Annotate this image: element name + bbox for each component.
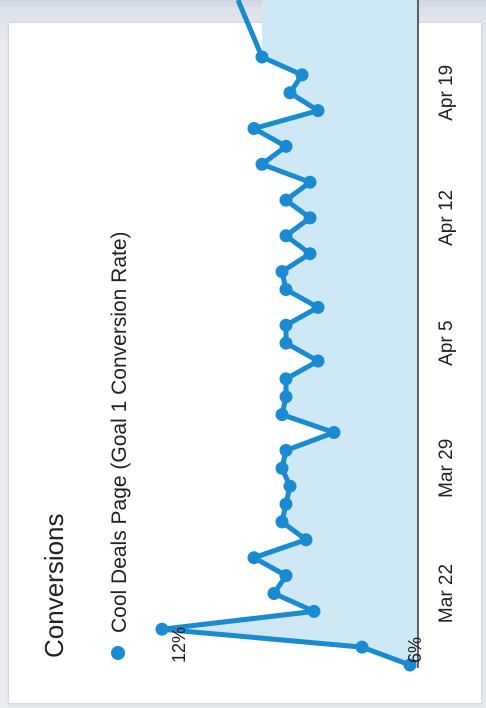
y-tick-label: 12% — [169, 627, 189, 663]
data-point — [295, 68, 309, 82]
data-point — [311, 300, 325, 314]
y-tick-label: 6% — [405, 637, 425, 663]
x-tick-label: Mar 29 — [436, 439, 457, 498]
data-point — [275, 265, 289, 279]
data-point — [247, 122, 261, 135]
data-point — [355, 640, 369, 654]
data-point — [279, 443, 293, 457]
data-point — [279, 497, 293, 511]
data-point — [299, 533, 313, 547]
data-point — [279, 229, 293, 243]
data-point — [267, 587, 281, 600]
data-point — [255, 50, 269, 64]
x-tick-label: Apr 12 — [436, 190, 457, 246]
data-point — [283, 86, 297, 100]
data-point — [275, 408, 289, 422]
x-tick-label: Mar 22 — [436, 564, 457, 623]
data-point — [279, 569, 293, 583]
x-tick-label: Apr 19 — [436, 65, 457, 121]
axis-labels: 12% 6% Mar 22 Mar 29 Apr 5 Apr 12 Apr 19 — [169, 65, 457, 663]
data-point — [303, 211, 317, 225]
data-point — [283, 479, 297, 493]
legend-label[interactable]: Cool Deals Page (Goal 1 Conversion Rate) — [108, 231, 131, 633]
data-point — [279, 193, 293, 207]
data-point — [279, 283, 293, 296]
data-point — [155, 622, 169, 636]
data-point — [279, 318, 293, 332]
panel-title: Conversions — [39, 513, 69, 658]
data-point — [247, 551, 261, 565]
data-point — [307, 604, 321, 618]
data-point — [279, 336, 293, 350]
data-point — [275, 515, 289, 529]
data-point — [327, 426, 341, 439]
x-tick-label: Apr 5 — [436, 320, 457, 365]
data-point — [303, 175, 317, 189]
data-point — [275, 461, 289, 475]
data-point — [311, 354, 325, 368]
plot-area — [155, 0, 418, 672]
data-point — [279, 139, 293, 153]
data-point — [279, 390, 293, 404]
data-point — [279, 372, 293, 386]
data-point — [303, 247, 317, 261]
series-area — [162, 0, 418, 668]
data-point — [255, 157, 269, 171]
data-point — [403, 658, 417, 672]
legend-marker — [111, 646, 125, 660]
data-point — [311, 104, 325, 118]
